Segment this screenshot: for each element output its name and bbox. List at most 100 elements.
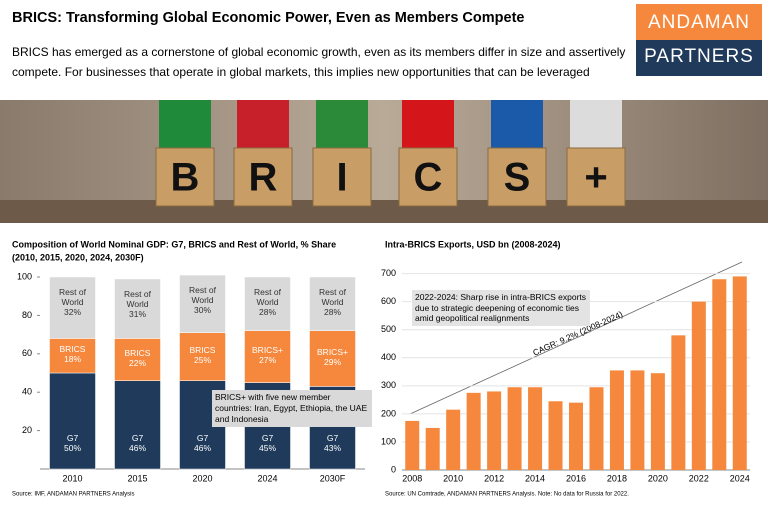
- segment-label: BRICS 18%: [49, 344, 97, 364]
- block-letter: S: [504, 156, 531, 200]
- segment-name: Rest of World: [254, 287, 281, 307]
- y-tick-label: 20: [22, 425, 32, 435]
- y-tick-label: 400: [381, 352, 396, 362]
- bar-segment: [244, 276, 291, 332]
- segment-label: BRICS 25%: [179, 345, 227, 365]
- segment-value: 31%: [128, 308, 146, 319]
- segment-value: 27%: [258, 354, 276, 365]
- bar-segment: [179, 332, 226, 381]
- segment-label: G7 46%: [179, 433, 227, 453]
- segment-label: G7 43%: [309, 433, 357, 453]
- y-tick-label: 600: [381, 296, 396, 306]
- segment-label: G7 46%: [114, 433, 162, 453]
- segment-label: Rest of World 31%: [114, 289, 162, 319]
- segment-name: Rest of World: [124, 288, 151, 309]
- bar: [425, 427, 440, 470]
- bar-segment: [49, 372, 96, 470]
- source: Source: UN Comtrade, ANDAMAN PARTNERS An…: [385, 492, 629, 498]
- y-tick-label: 60: [22, 348, 32, 358]
- block-letter: C: [414, 156, 443, 200]
- bar: [507, 387, 522, 470]
- block: [398, 147, 458, 207]
- segment-name: G7: [66, 433, 79, 443]
- segment-label: G7 50%: [49, 433, 97, 453]
- block-letter: +: [584, 156, 607, 200]
- segment-value: 46%: [193, 443, 211, 453]
- y-tick-label: 80: [22, 310, 32, 320]
- subtitle: BRICS has emerged as a cornerstone of gl…: [12, 45, 626, 79]
- segment-value: 30%: [193, 305, 211, 316]
- logo-bottom: [636, 40, 762, 76]
- segment-name: BRICS: [59, 343, 86, 354]
- segment-name: G7: [326, 433, 339, 443]
- x-tick-label: 2024: [257, 473, 277, 483]
- x-tick-label: 2016: [566, 473, 586, 483]
- segment-name: Rest of World: [319, 287, 346, 307]
- x-tick-label: 2010: [443, 473, 463, 483]
- block-letter: R: [249, 156, 278, 200]
- photo-table: [0, 200, 768, 223]
- block: [487, 147, 547, 207]
- segment-value: 46%: [128, 443, 146, 453]
- trend-line: [409, 261, 743, 415]
- bar-segment: [114, 278, 161, 339]
- chart-subtitle: (2010, 2015, 2020, 2024, 2030F): [12, 252, 144, 262]
- segment-label: Rest of World 28%: [244, 287, 292, 317]
- bar: [732, 276, 747, 470]
- segment-value: 29%: [323, 356, 341, 367]
- x-tick-label: 2012: [484, 473, 504, 483]
- x-tick-label: 2020: [648, 473, 668, 483]
- segment-name: G7: [196, 433, 209, 443]
- x-tick-label: 2018: [607, 473, 627, 483]
- segment-label: BRICS+ 27%: [244, 345, 292, 365]
- segment-value: 28%: [258, 307, 276, 317]
- x-tick-label: 2020: [192, 473, 212, 483]
- bar: [569, 402, 583, 470]
- segment-label: BRICS 22%: [114, 348, 162, 368]
- x-tick-label: 2014: [525, 473, 545, 483]
- y-tick-label: 0: [391, 464, 396, 474]
- segment-name: Rest of World: [189, 285, 216, 306]
- annotation: 2022-2024: Sharp rise in intra-BRICS exp…: [412, 290, 590, 326]
- segment-label: G7 45%: [244, 433, 292, 453]
- annotation: BRICS+ with five new member countries: I…: [212, 390, 372, 427]
- bar-segment: [244, 330, 291, 383]
- bar: [405, 420, 420, 470]
- flag: [570, 100, 622, 150]
- flag: [316, 100, 368, 150]
- logo-text: PARTNERS: [644, 46, 754, 67]
- segment-name: BRICS+: [252, 344, 283, 355]
- y-tick-label: 300: [381, 380, 396, 390]
- block: [155, 147, 215, 207]
- segment-value: 43%: [323, 443, 341, 453]
- flag: [491, 100, 543, 150]
- title: BRICS: Transforming Global Economic Powe…: [12, 10, 525, 26]
- segment-value: 32%: [63, 307, 81, 317]
- segment-label: Rest of World 28%: [309, 287, 357, 317]
- segment-value: 28%: [323, 307, 341, 317]
- logo-top: [636, 4, 762, 40]
- segment-name: G7: [261, 433, 274, 443]
- segment-value: 22%: [128, 357, 146, 368]
- flag: [402, 100, 454, 150]
- bar-segment: [114, 380, 161, 470]
- y-tick-label: 500: [381, 324, 396, 334]
- bar: [630, 370, 645, 470]
- segment-label: Rest of World 30%: [179, 285, 227, 315]
- x-tick-label: 2024: [730, 473, 750, 483]
- chart-title: Intra-BRICS Exports, USD bn (2008-2024): [385, 239, 561, 249]
- x-tick-label: 2008: [402, 473, 422, 483]
- bar-segment: [49, 276, 96, 339]
- bar: [650, 373, 665, 470]
- block: [233, 147, 293, 207]
- segment-name: Rest of World: [59, 287, 86, 307]
- bar: [528, 387, 543, 470]
- bar-segment: [114, 338, 161, 381]
- y-tick-label: 200: [381, 408, 396, 418]
- bar-segment: [309, 330, 356, 387]
- bar: [548, 401, 563, 470]
- segment-value: 45%: [258, 443, 276, 453]
- bar: [589, 387, 604, 470]
- bar: [466, 392, 481, 470]
